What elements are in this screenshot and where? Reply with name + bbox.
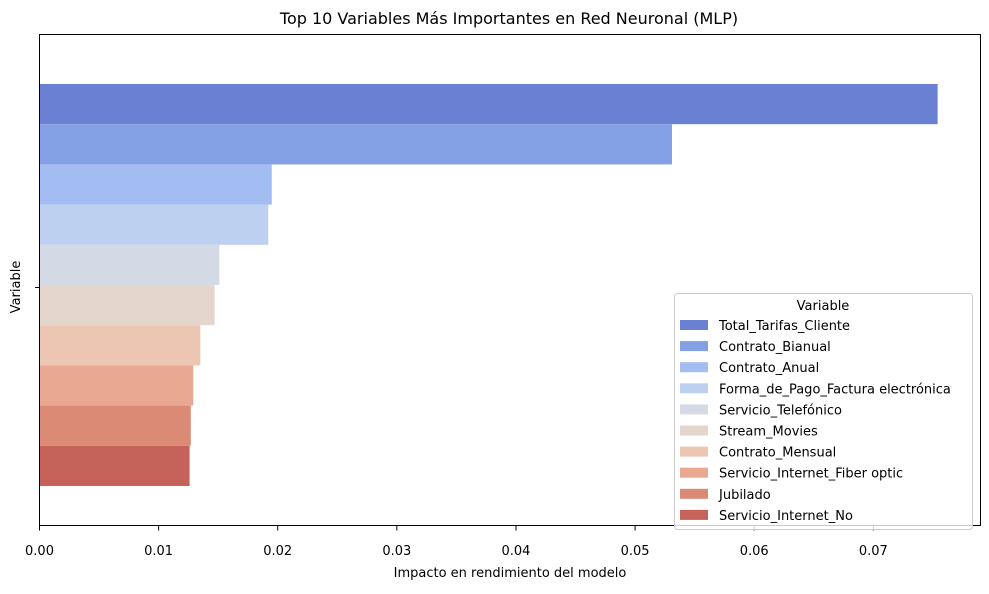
y-axis-label: Variable	[9, 261, 24, 314]
legend-label: Jubilado	[718, 488, 771, 503]
x-tick-label: 0.06	[740, 544, 769, 559]
x-tick-label: 0.03	[382, 544, 411, 559]
legend-label: Stream_Movies	[719, 425, 818, 440]
legend-label: Contrato_Bianual	[719, 340, 831, 355]
bar-6	[39, 285, 215, 326]
bar-2	[39, 124, 672, 165]
legend-swatch	[680, 341, 708, 352]
bar-3	[39, 164, 272, 205]
legend-title: Variable	[797, 299, 850, 314]
x-tick-label: 0.07	[859, 544, 888, 559]
x-tick-label: 0.02	[263, 544, 292, 559]
legend-label: Servicio_Internet_No	[719, 509, 853, 524]
legend-swatch	[680, 404, 708, 415]
legend-swatch	[680, 446, 708, 457]
legend-label: Total_Tarifas_Cliente	[718, 319, 850, 334]
legend-swatch	[680, 320, 708, 330]
legend-label: Contrato_Mensual	[719, 446, 836, 461]
legend-swatch	[680, 425, 708, 436]
bars-layer	[39, 84, 938, 486]
legend-swatch	[680, 383, 708, 394]
legend-label: Servicio_Telefónico	[719, 403, 842, 418]
bar-1	[39, 84, 938, 125]
x-tick-label: 0.05	[621, 544, 650, 559]
legend: Variable Total_Tarifas_Cliente Contrato_B…	[674, 293, 973, 530]
bar-4	[39, 204, 269, 245]
legend-swatch	[680, 362, 708, 373]
bar-9	[39, 405, 191, 446]
legend-label: Contrato_Anual	[719, 361, 819, 376]
bar-5	[39, 244, 220, 285]
x-tick-label: 0.00	[25, 544, 54, 559]
x-tick-label: 0.04	[501, 544, 530, 559]
legend-swatch	[680, 509, 708, 520]
x-axis: 0.00 0.01 0.02 0.03 0.04 0.05 0.06 0.07	[25, 525, 888, 559]
bar-10	[39, 445, 190, 486]
legend-box	[674, 293, 973, 530]
plot-frame	[39, 34, 981, 526]
x-tick-label: 0.01	[144, 544, 173, 559]
legend-swatch	[680, 467, 708, 478]
legend-label: Forma_de_Pago_Factura electrónica	[719, 382, 951, 397]
bar-7	[39, 325, 201, 366]
legend-swatch	[680, 488, 708, 499]
chart-title: Top 10 Variables Más Importantes en Red …	[279, 9, 738, 28]
x-axis-label: Impacto en rendimiento del modelo	[394, 566, 627, 581]
legend-label: Servicio_Internet_Fiber optic	[719, 467, 903, 482]
bar-8	[39, 365, 194, 406]
legend-items: Total_Tarifas_Cliente Contrato_Bianual Con…	[680, 319, 951, 524]
